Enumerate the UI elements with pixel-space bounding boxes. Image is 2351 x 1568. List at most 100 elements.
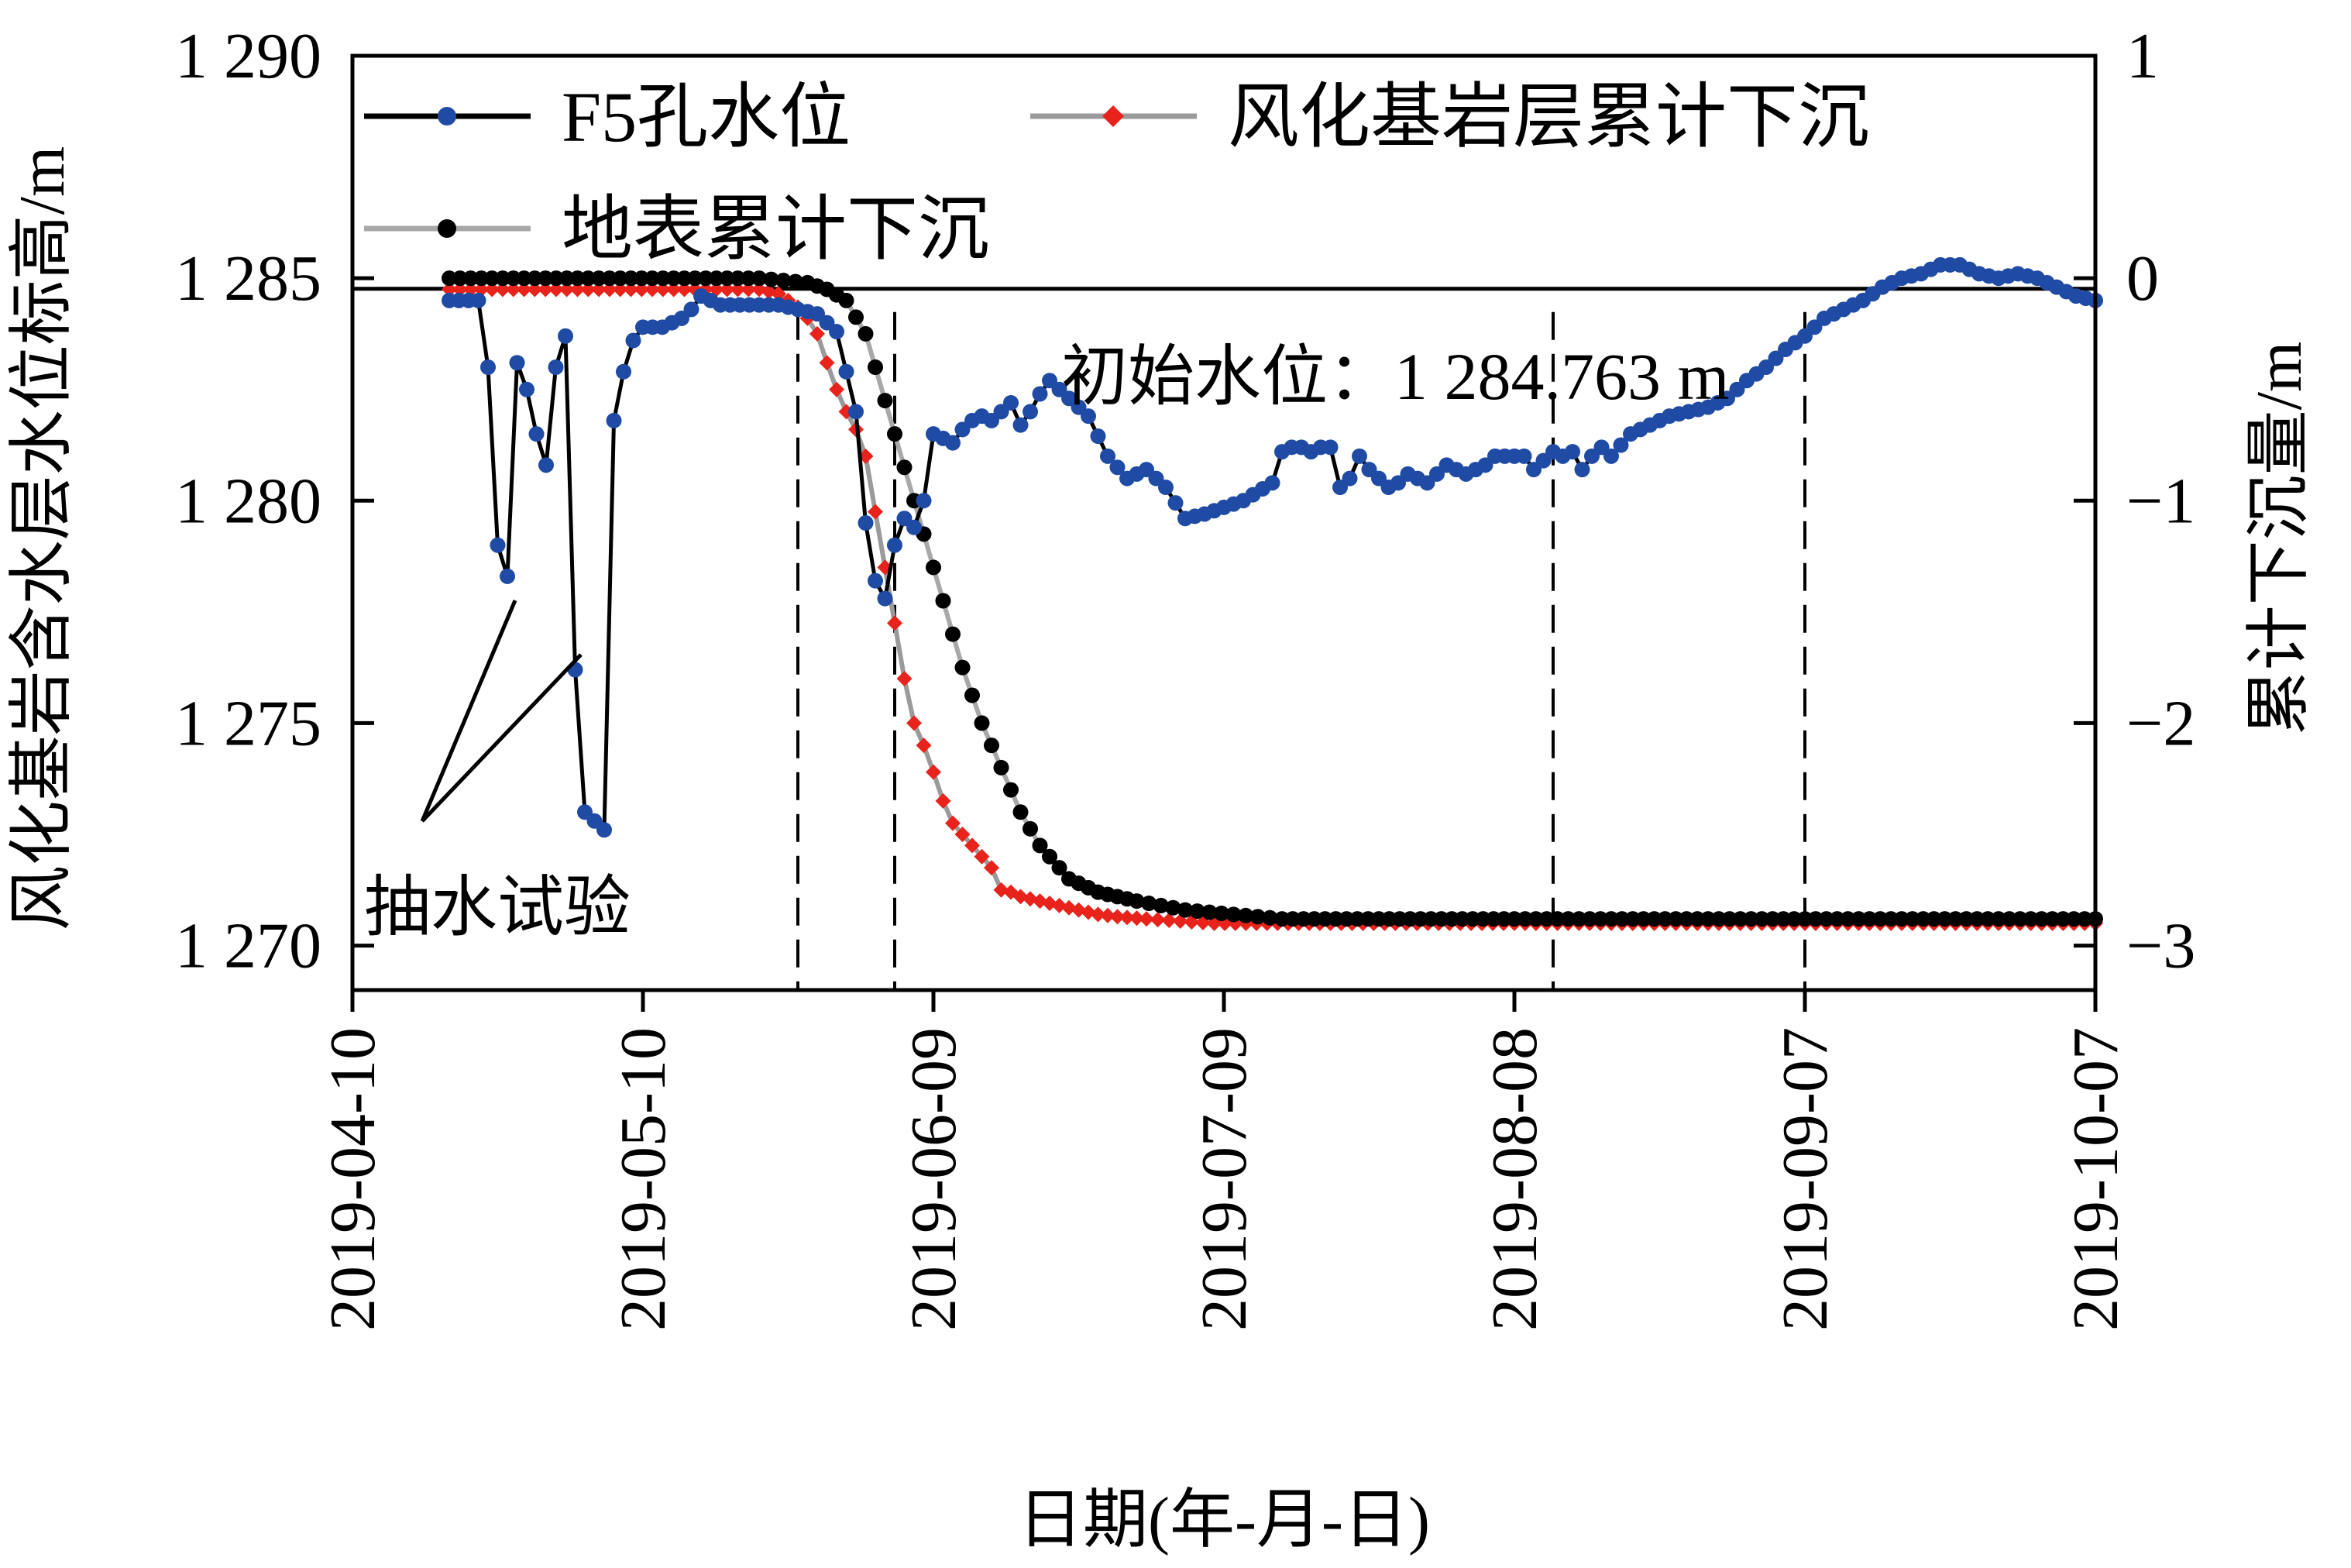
marker-diamond [771,286,786,302]
y-left-tick-label: 1 290 [175,20,321,92]
marker-dot-black [1560,911,1576,927]
marker-diamond [1161,913,1177,929]
marker-dot-black [1668,911,1684,927]
marker-dot-blue [625,332,641,349]
marker-dot-black [1947,911,1964,927]
marker-dot-blue [1090,428,1106,445]
marker-diamond [819,355,835,371]
marker-dot-black [2033,911,2050,927]
marker-dot-black [644,270,661,287]
marker-dot-black [1614,911,1630,927]
legend-label: 地表累计下沉 [562,190,989,269]
marker-dot-black [1032,837,1048,854]
legend-label: F5孔水位 [562,77,851,156]
marker-dot-blue [1032,386,1048,402]
marker-dot-black [1915,911,1931,927]
marker-diamond [644,281,661,297]
marker-dot-black [763,271,779,287]
marker-dot-black [1969,911,1985,927]
marker-dot-black [1657,911,1673,927]
x-tick-label: 2019-07-09 [1188,1027,1260,1331]
marker-dot-black [676,270,693,287]
marker-diamond [809,325,825,342]
marker-dot-blue [906,519,922,535]
marker-dot-black [1775,911,1792,927]
marker-dot-black [741,270,757,287]
marker-dot-black [1225,906,1242,923]
marker-dot-black [1958,911,1975,927]
marker-diamond [906,715,922,731]
marker-dot-blue [1023,404,1038,420]
marker-dot-black [591,270,607,287]
y-right-tick-label: −3 [2126,910,2195,982]
x-tick-label: 2019-04-10 [317,1027,389,1331]
marker-dot-black [1339,911,1355,927]
y-left-tick-label: 1 280 [175,465,321,537]
marker-dot-black [838,292,854,308]
marker-dot-black [1872,911,1889,927]
marker-diamond [945,815,961,831]
marker-dot-black [1646,911,1662,927]
marker-dot-black [1840,911,1856,927]
marker-diamond [954,827,971,842]
annotation-pointer-line [420,600,517,822]
marker-dot-black [2012,911,2028,927]
marker-diamond [516,281,532,297]
marker-dot-black [1754,911,1770,927]
marker-dot-blue [1003,394,1019,411]
marker-dot-black [1593,911,1609,927]
marker-dot-black [1528,911,1544,927]
marker-dot-black [1765,911,1781,927]
marker-dot-blue [558,328,573,344]
marker-diamond [505,281,521,297]
marker-diamond [964,837,980,854]
marker-dot-black [516,270,532,287]
marker-dot-black [1517,911,1533,927]
marker-dot-black [964,687,980,703]
marker-dot-black [1851,911,1867,927]
marker-dot-blue [596,822,612,838]
marker-diamond [676,281,693,297]
marker-dot-black [926,559,941,576]
legend-label: 风化基岩层累计下沉 [1228,77,1869,156]
marker-dot-blue [838,363,854,380]
marker-dot-blue [829,324,844,340]
marker-dot-blue [500,568,515,584]
marker-dot-blue [519,381,534,397]
marker-diamond [719,281,735,297]
x-tick-label: 2019-06-09 [898,1027,970,1331]
marker-dot-blue [1574,462,1590,478]
marker-dot-black [974,715,990,731]
marker-dot-blue [945,435,961,451]
marker-dot-blue [1565,444,1580,460]
marker-dot-black [1991,911,2006,927]
marker-dot-blue [490,537,506,553]
marker-diamond [580,281,596,297]
marker-dot-blue [916,493,932,509]
marker-dot-black [1571,911,1587,927]
marker-dot-black [1284,911,1301,927]
marker-dot-black [665,270,682,287]
marker-dot-blue [470,292,486,308]
marker-dot-black [1238,907,1254,923]
marker-dot-black [1349,911,1366,927]
marker-dot-black [1861,911,1878,927]
y-right-tick-label: 0 [2126,242,2159,315]
marker-dot-black [1894,911,1909,927]
marker-dot-black [1177,902,1193,918]
marker-dot-black [580,270,596,287]
marker-dot-black [527,270,543,287]
legend-item: F5孔水位 [364,77,851,156]
marker-dot-black [1700,911,1716,927]
marker-diamond [538,281,554,297]
marker-dot-black [708,270,724,287]
marker-dot-black [719,270,735,287]
marker-dot-blue [868,573,883,589]
marker-dot-blue [606,412,622,428]
marker-dot-blue [887,537,902,553]
marker-dot-black [2001,911,2017,927]
marker-dot-blue [480,359,496,375]
marker-diamond [623,281,639,297]
marker-diamond [1100,907,1115,923]
